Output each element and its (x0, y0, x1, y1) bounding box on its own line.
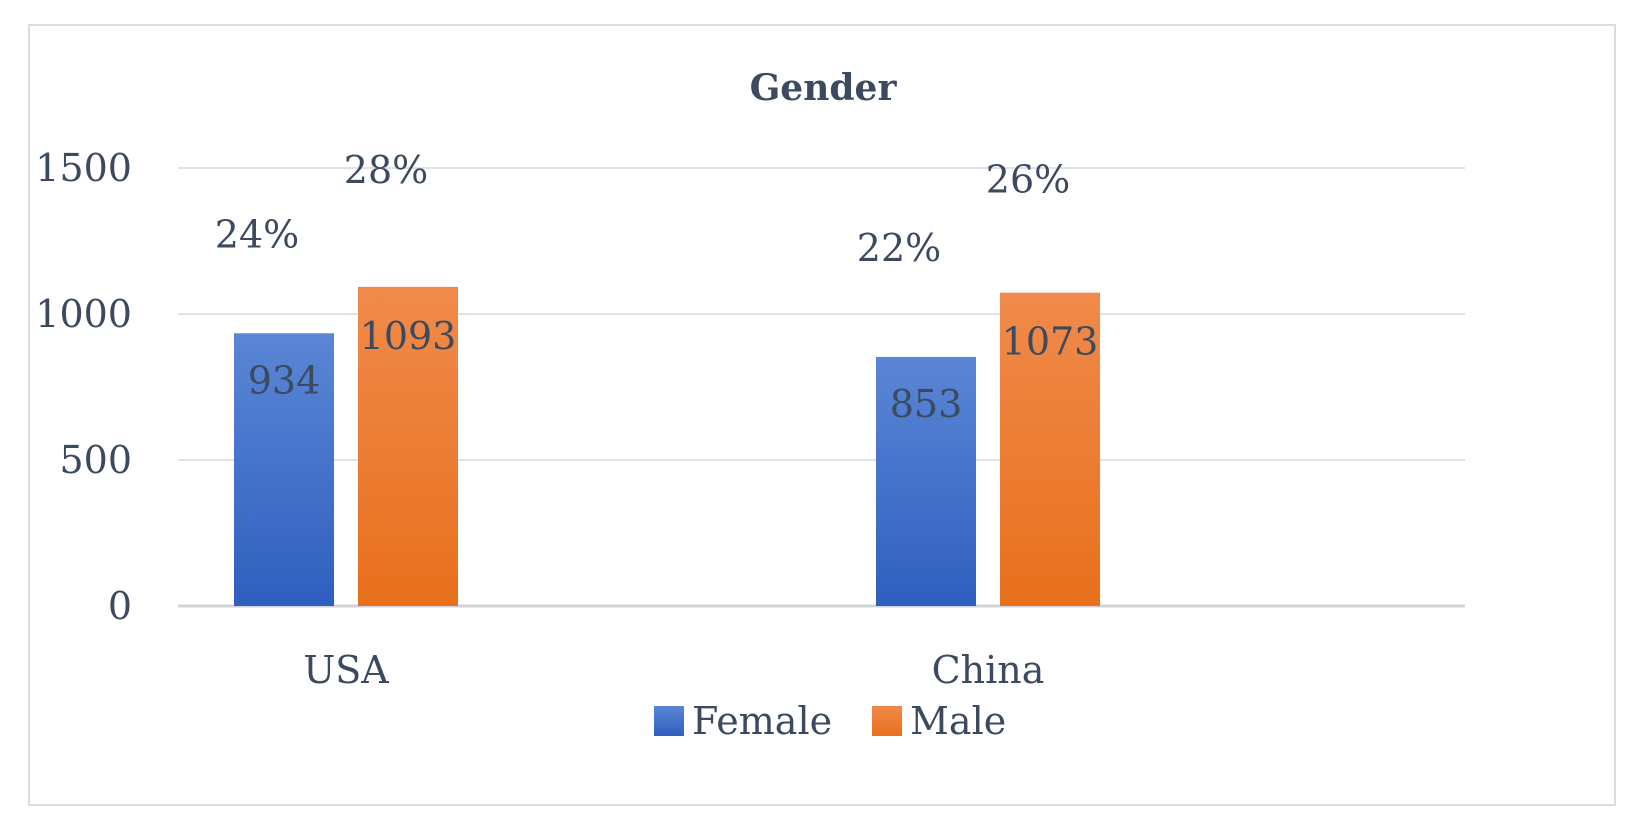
x-category-label: USA (303, 648, 389, 692)
bar-female-usa (234, 333, 334, 606)
data-label-percent: 22% (857, 226, 941, 270)
chart-title: Gender (750, 67, 898, 109)
legend-label-female: Female (692, 699, 832, 743)
bars: 934 24% 1093 28% 853 22% 1073 26% (215, 148, 1100, 606)
legend-label-male: Male (910, 699, 1006, 743)
data-label-value: 1073 (1002, 320, 1099, 364)
data-label-value: 934 (248, 358, 321, 402)
data-label-percent: 26% (986, 158, 1070, 202)
y-tick-label: 1000 (35, 292, 132, 336)
x-axis: USA China (303, 648, 1044, 692)
data-label-value: 1093 (360, 314, 457, 358)
bar-male-usa (358, 286, 458, 606)
legend-swatch-female (654, 706, 684, 736)
legend: Female Male (654, 699, 1006, 743)
y-axis: 0 500 1000 1500 (35, 146, 132, 628)
y-tick-label: 1500 (35, 146, 132, 190)
bar-female-china (876, 356, 976, 606)
legend-swatch-male (872, 706, 902, 736)
y-tick-label: 500 (59, 438, 132, 482)
data-label-percent: 28% (344, 148, 428, 192)
y-tick-label: 0 (108, 584, 132, 628)
data-label-value: 853 (890, 382, 963, 426)
x-category-label: China (932, 648, 1045, 692)
data-label-percent: 24% (215, 212, 299, 256)
bar-male-china (1000, 292, 1100, 606)
